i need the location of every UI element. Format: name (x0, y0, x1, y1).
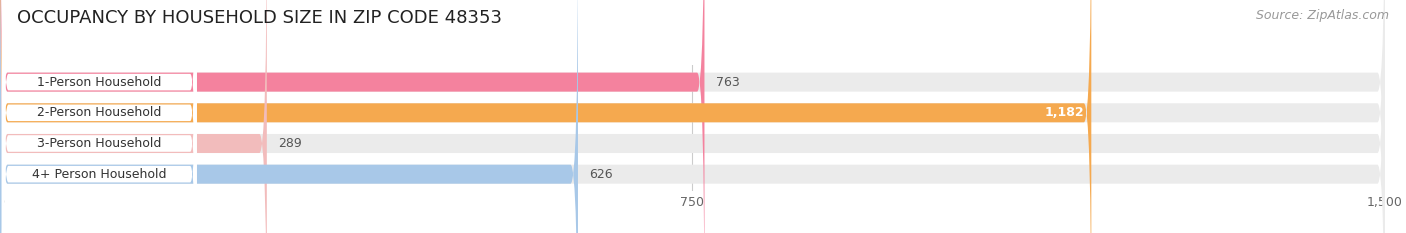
FancyBboxPatch shape (1, 0, 197, 233)
Text: Source: ZipAtlas.com: Source: ZipAtlas.com (1256, 9, 1389, 22)
FancyBboxPatch shape (1, 0, 197, 233)
Text: OCCUPANCY BY HOUSEHOLD SIZE IN ZIP CODE 48353: OCCUPANCY BY HOUSEHOLD SIZE IN ZIP CODE … (17, 9, 502, 27)
FancyBboxPatch shape (0, 0, 704, 233)
Text: 1,182: 1,182 (1045, 106, 1084, 119)
FancyBboxPatch shape (1, 0, 197, 233)
Text: 1-Person Household: 1-Person Household (37, 76, 162, 89)
FancyBboxPatch shape (0, 0, 578, 233)
Text: 289: 289 (278, 137, 302, 150)
Text: 3-Person Household: 3-Person Household (37, 137, 162, 150)
FancyBboxPatch shape (1, 0, 197, 233)
Text: 763: 763 (716, 76, 740, 89)
FancyBboxPatch shape (0, 0, 267, 233)
Text: 626: 626 (589, 168, 613, 181)
FancyBboxPatch shape (0, 0, 1091, 233)
Text: 4+ Person Household: 4+ Person Household (32, 168, 166, 181)
Text: 2-Person Household: 2-Person Household (37, 106, 162, 119)
